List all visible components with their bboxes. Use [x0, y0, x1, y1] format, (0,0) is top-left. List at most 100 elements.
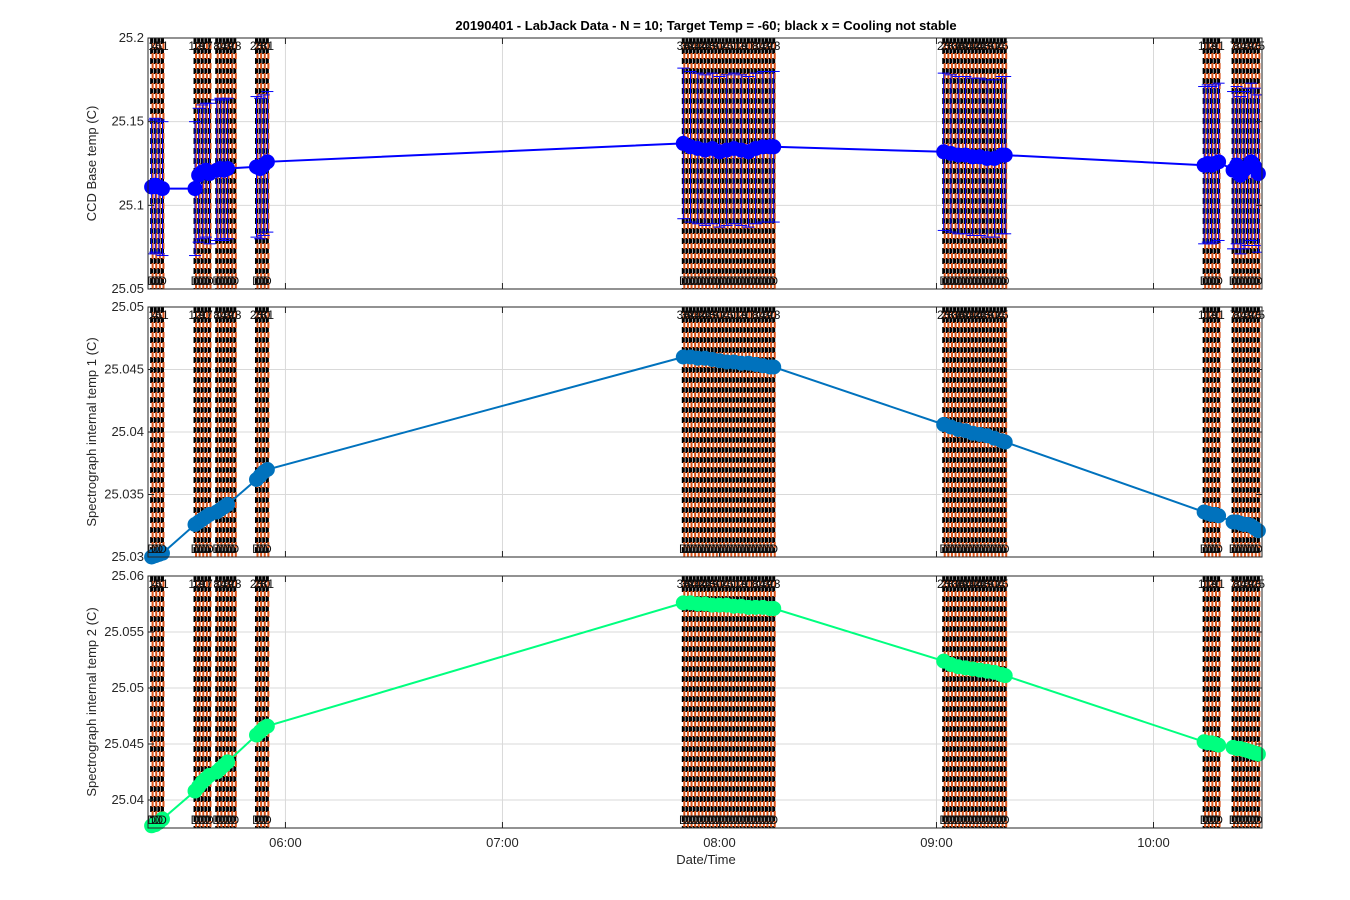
marker-top-label: 9	[1212, 577, 1219, 591]
marker-top-label: 38	[677, 39, 691, 53]
marker-top-label: 28	[253, 308, 267, 322]
marker-top-label: 5	[156, 577, 163, 591]
marker-bottom-label: D	[220, 813, 229, 827]
marker-top-label: 5	[1002, 577, 1009, 591]
marker-bottom-label: D	[726, 813, 735, 827]
marker-bottom-label: D	[683, 813, 692, 827]
marker-bottom-label: D	[748, 813, 757, 827]
marker-bottom-label: D	[202, 813, 211, 827]
marker-top-label: 48	[702, 577, 716, 591]
marker-bottom-label: D	[679, 813, 688, 827]
marker-bottom-label: D	[1200, 542, 1209, 556]
marker-top-label: 52	[713, 308, 727, 322]
marker-top-label: 1	[720, 308, 727, 322]
marker-bottom-label: D	[976, 274, 985, 288]
marker-bottom-label: D	[1214, 542, 1223, 556]
marker-bottom-label: D	[1250, 813, 1259, 827]
marker-bottom-label: D	[191, 813, 200, 827]
marker-top-label: 5	[156, 308, 163, 322]
marker-bottom-label: D	[223, 274, 232, 288]
marker-bottom-label: D	[1200, 274, 1209, 288]
marker-bottom-label: D	[762, 274, 771, 288]
marker-bottom-label: D	[704, 542, 713, 556]
marker-bottom-label: D	[719, 813, 728, 827]
x-tick-label: 07:00	[486, 835, 519, 850]
marker-bottom-label: D	[216, 274, 225, 288]
marker-bottom-label: D	[223, 813, 232, 827]
marker-top-label: 47	[698, 39, 712, 53]
marker-bottom-label: D	[1001, 813, 1010, 827]
marker-top-label: 11	[742, 39, 755, 53]
marker-top-label: 40	[684, 308, 698, 322]
marker-top-label: 23	[1248, 577, 1262, 591]
marker-bottom-label: D	[954, 542, 963, 556]
marker-bottom-label: D	[1240, 813, 1249, 827]
marker-top-label: 9	[741, 308, 748, 322]
marker-top-label: 16	[734, 308, 748, 322]
marker-top-label: 14	[753, 39, 767, 53]
marker-bottom-label: D	[737, 542, 746, 556]
marker-top-label: 12	[731, 577, 745, 591]
marker-bottom-label: D	[1247, 542, 1256, 556]
data-point	[187, 181, 203, 197]
marker-bottom-label: D	[263, 813, 272, 827]
marker-top-label: 25	[937, 577, 951, 591]
marker-top-label: 23	[767, 308, 781, 322]
marker-top-label: 20	[763, 308, 777, 322]
marker-bottom-label: D	[230, 542, 239, 556]
marker-top-label: 4	[152, 308, 159, 322]
marker-bottom-label: D	[1240, 542, 1249, 556]
marker-top-label: 47	[973, 577, 987, 591]
marker-bottom-label: D	[950, 813, 959, 827]
marker-bottom-label: D	[1229, 542, 1238, 556]
marker-bottom-label: D	[230, 274, 239, 288]
marker-bottom-label: D	[994, 813, 1003, 827]
y-tick-label: 25.05	[111, 281, 144, 296]
marker-top-label: 19	[760, 577, 774, 591]
marker-top-label: 39	[955, 308, 969, 322]
marker-bottom-label: D	[223, 542, 232, 556]
marker-bottom-label: D	[701, 542, 710, 556]
marker-top-label: 23	[767, 577, 781, 591]
marker-top-label: 1	[995, 308, 1002, 322]
data-point	[259, 462, 275, 477]
data-point	[766, 600, 782, 616]
marker-top-label: 4	[152, 577, 159, 591]
marker-bottom-label: D	[954, 813, 963, 827]
marker-bottom-label: D	[263, 274, 272, 288]
marker-top-label: 15	[1237, 39, 1251, 53]
marker-bottom-label: D	[198, 274, 207, 288]
marker-top-label: 38	[677, 577, 691, 591]
marker-bottom-label: D	[950, 542, 959, 556]
marker-bottom-label: D	[1250, 542, 1259, 556]
marker-bottom-label: D	[227, 542, 236, 556]
marker-bottom-label: D	[979, 274, 988, 288]
marker-bottom-label: D	[968, 542, 977, 556]
marker-top-label: 42	[691, 39, 705, 53]
marker-bottom-label: D	[1211, 813, 1220, 827]
marker-top-label: 12	[188, 39, 202, 53]
marker-top-label: 14	[753, 577, 767, 591]
marker-bottom-label: D	[1214, 274, 1223, 288]
marker-top-label: 16	[734, 577, 748, 591]
marker-bottom-label: D	[733, 813, 742, 827]
marker-bottom-label: D	[1207, 274, 1216, 288]
marker-top-label: 23	[228, 39, 242, 53]
marker-top-label: 47	[973, 39, 987, 53]
marker-bottom-label: D	[704, 813, 713, 827]
marker-top-label: 23	[228, 308, 242, 322]
marker-top-label: 42	[966, 39, 980, 53]
marker-top-label: 11	[742, 308, 755, 322]
marker-bottom-label: D	[965, 813, 974, 827]
marker-bottom-label: D	[1243, 813, 1252, 827]
marker-bottom-label: D	[726, 542, 735, 556]
marker-bottom-label: D	[990, 274, 999, 288]
y-axis-label: Spectrograph internal temp 2 (C)	[84, 607, 99, 796]
marker-top-label: 1	[995, 577, 1002, 591]
marker-top-label: 44	[695, 308, 709, 322]
marker-bottom-label: D	[990, 813, 999, 827]
marker-bottom-label: D	[701, 813, 710, 827]
marker-bottom-label: D	[943, 542, 952, 556]
marker-top-label: 40	[959, 577, 973, 591]
y-tick-label: 25.03	[111, 549, 144, 564]
